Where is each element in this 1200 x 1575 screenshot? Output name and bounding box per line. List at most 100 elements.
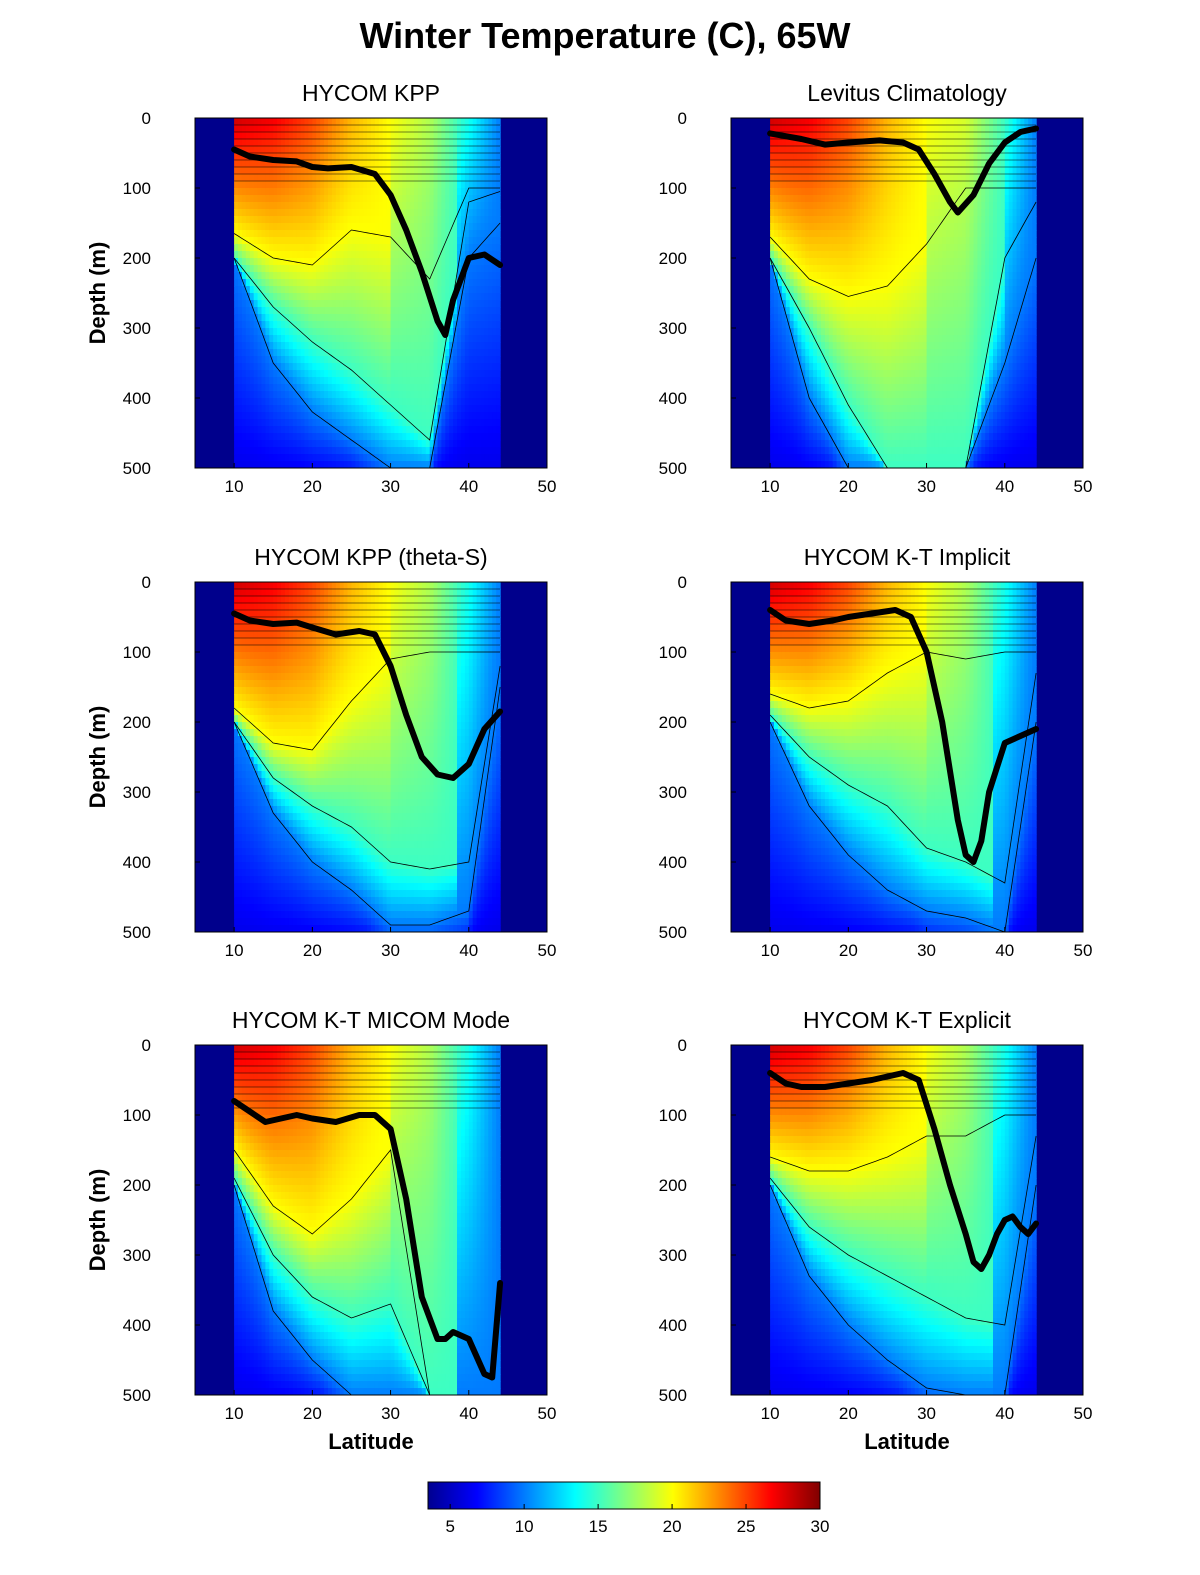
panel-title: HYCOM K-T Explicit xyxy=(803,1007,1011,1033)
y-tick-label: 500 xyxy=(659,459,687,478)
x-tick-label: 50 xyxy=(538,477,557,496)
y-tick-label: 500 xyxy=(659,923,687,942)
x-axis-label: Latitude xyxy=(864,1429,950,1454)
y-tick-label: 200 xyxy=(123,713,151,732)
y-tick-label: 0 xyxy=(142,573,151,592)
y-tick-label: 100 xyxy=(659,643,687,662)
y-tick-label: 400 xyxy=(123,1316,151,1335)
x-tick-label: 10 xyxy=(761,941,780,960)
temperature-field xyxy=(234,118,501,468)
y-tick-label: 400 xyxy=(659,1316,687,1335)
y-tick-label: 0 xyxy=(678,1036,687,1055)
y-tick-label: 400 xyxy=(659,389,687,408)
isotherm-line xyxy=(769,1114,1037,1172)
y-tick-label: 0 xyxy=(142,1036,151,1055)
x-tick-label: 20 xyxy=(839,1404,858,1423)
mixed-layer-depth-line xyxy=(767,125,1040,216)
isotherm-contours xyxy=(769,124,1037,468)
panel-title: HYCOM K-T Implicit xyxy=(804,544,1011,570)
isotherm-line xyxy=(233,191,501,441)
figure-title: Winter Temperature (C), 65W xyxy=(359,15,850,56)
y-tick-label: 100 xyxy=(659,179,687,198)
isotherm-contours xyxy=(233,124,501,468)
y-tick-label: 300 xyxy=(659,319,687,338)
isotherm-line xyxy=(769,721,1037,932)
isotherm-line xyxy=(233,1177,501,1395)
colorbar-tick-label: 15 xyxy=(589,1517,608,1536)
x-tick-label: 10 xyxy=(761,477,780,496)
y-tick-label: 300 xyxy=(659,783,687,802)
panel-title: Levitus Climatology xyxy=(807,80,1007,106)
panel-title: HYCOM KPP (theta-S) xyxy=(254,544,487,570)
y-tick-label: 0 xyxy=(678,573,687,592)
x-tick-label: 30 xyxy=(381,477,400,496)
temperature-field xyxy=(770,1045,1037,1395)
y-tick-label: 400 xyxy=(659,853,687,872)
x-tick-label: 40 xyxy=(995,1404,1014,1423)
axes-frame xyxy=(194,581,548,933)
y-tick-label: 300 xyxy=(123,783,151,802)
isotherm-line xyxy=(233,1184,501,1395)
colorbar-gradient xyxy=(427,1481,821,1510)
axes-frame xyxy=(194,117,548,469)
mixed-layer-depth-line xyxy=(231,610,504,781)
isotherm-line xyxy=(769,1135,1037,1326)
x-tick-label: 20 xyxy=(839,477,858,496)
x-tick-label: 30 xyxy=(917,1404,936,1423)
panel-title: HYCOM K-T MICOM Mode xyxy=(232,1007,510,1033)
y-tick-label: 200 xyxy=(123,1176,151,1195)
x-tick-label: 50 xyxy=(1074,1404,1093,1423)
y-tick-label: 300 xyxy=(123,319,151,338)
mixed-layer-depth-line xyxy=(767,607,1040,865)
y-tick-label: 500 xyxy=(123,459,151,478)
x-tick-label: 50 xyxy=(1074,941,1093,960)
y-tick-label: 0 xyxy=(678,109,687,128)
x-tick-label: 40 xyxy=(459,477,478,496)
colorbar-tick-label: 20 xyxy=(663,1517,682,1536)
mixed-layer-depth-line xyxy=(231,1098,504,1381)
x-tick-label: 10 xyxy=(225,1404,244,1423)
x-tick-label: 50 xyxy=(538,941,557,960)
y-tick-label: 500 xyxy=(123,923,151,942)
isotherm-contours xyxy=(769,1051,1037,1395)
x-tick-label: 40 xyxy=(459,1404,478,1423)
axes-frame xyxy=(730,117,1084,469)
isotherm-line xyxy=(233,665,501,870)
y-tick-label: 200 xyxy=(123,249,151,268)
mixed-layer-depth-line xyxy=(231,146,504,338)
axes-frame xyxy=(730,1044,1084,1396)
isotherm-line xyxy=(233,187,501,280)
temperature-field xyxy=(234,1045,501,1395)
isotherm-line xyxy=(769,201,1037,468)
colorbar-tick-label: 10 xyxy=(515,1517,534,1536)
isotherm-line xyxy=(233,651,501,751)
x-tick-label: 20 xyxy=(303,941,322,960)
colorbar-tick-label: 5 xyxy=(445,1517,454,1536)
x-tick-label: 20 xyxy=(303,477,322,496)
colorbar: 5 10 15 20 25 30 xyxy=(427,1481,830,1536)
y-tick-label: 300 xyxy=(123,1246,151,1265)
colorbar-tick-label: 30 xyxy=(811,1517,830,1536)
x-tick-label: 40 xyxy=(995,941,1014,960)
y-tick-label: 100 xyxy=(123,643,151,662)
y-tick-label: 200 xyxy=(659,249,687,268)
x-tick-label: 10 xyxy=(225,477,244,496)
y-tick-label: 200 xyxy=(659,713,687,732)
axes-frame xyxy=(730,581,1084,933)
isotherm-contours xyxy=(769,588,1037,932)
y-tick-label: 100 xyxy=(123,1106,151,1125)
x-tick-label: 40 xyxy=(995,477,1014,496)
y-tick-label: 200 xyxy=(659,1176,687,1195)
y-tick-label: 0 xyxy=(142,109,151,128)
colorbar-tick-label: 25 xyxy=(737,1517,756,1536)
isotherm-line xyxy=(769,672,1037,884)
temperature-field xyxy=(770,118,1037,468)
y-tick-label: 500 xyxy=(123,1386,151,1405)
y-tick-label: 300 xyxy=(659,1246,687,1265)
isotherm-line xyxy=(769,257,1037,468)
x-tick-label: 50 xyxy=(1074,477,1093,496)
